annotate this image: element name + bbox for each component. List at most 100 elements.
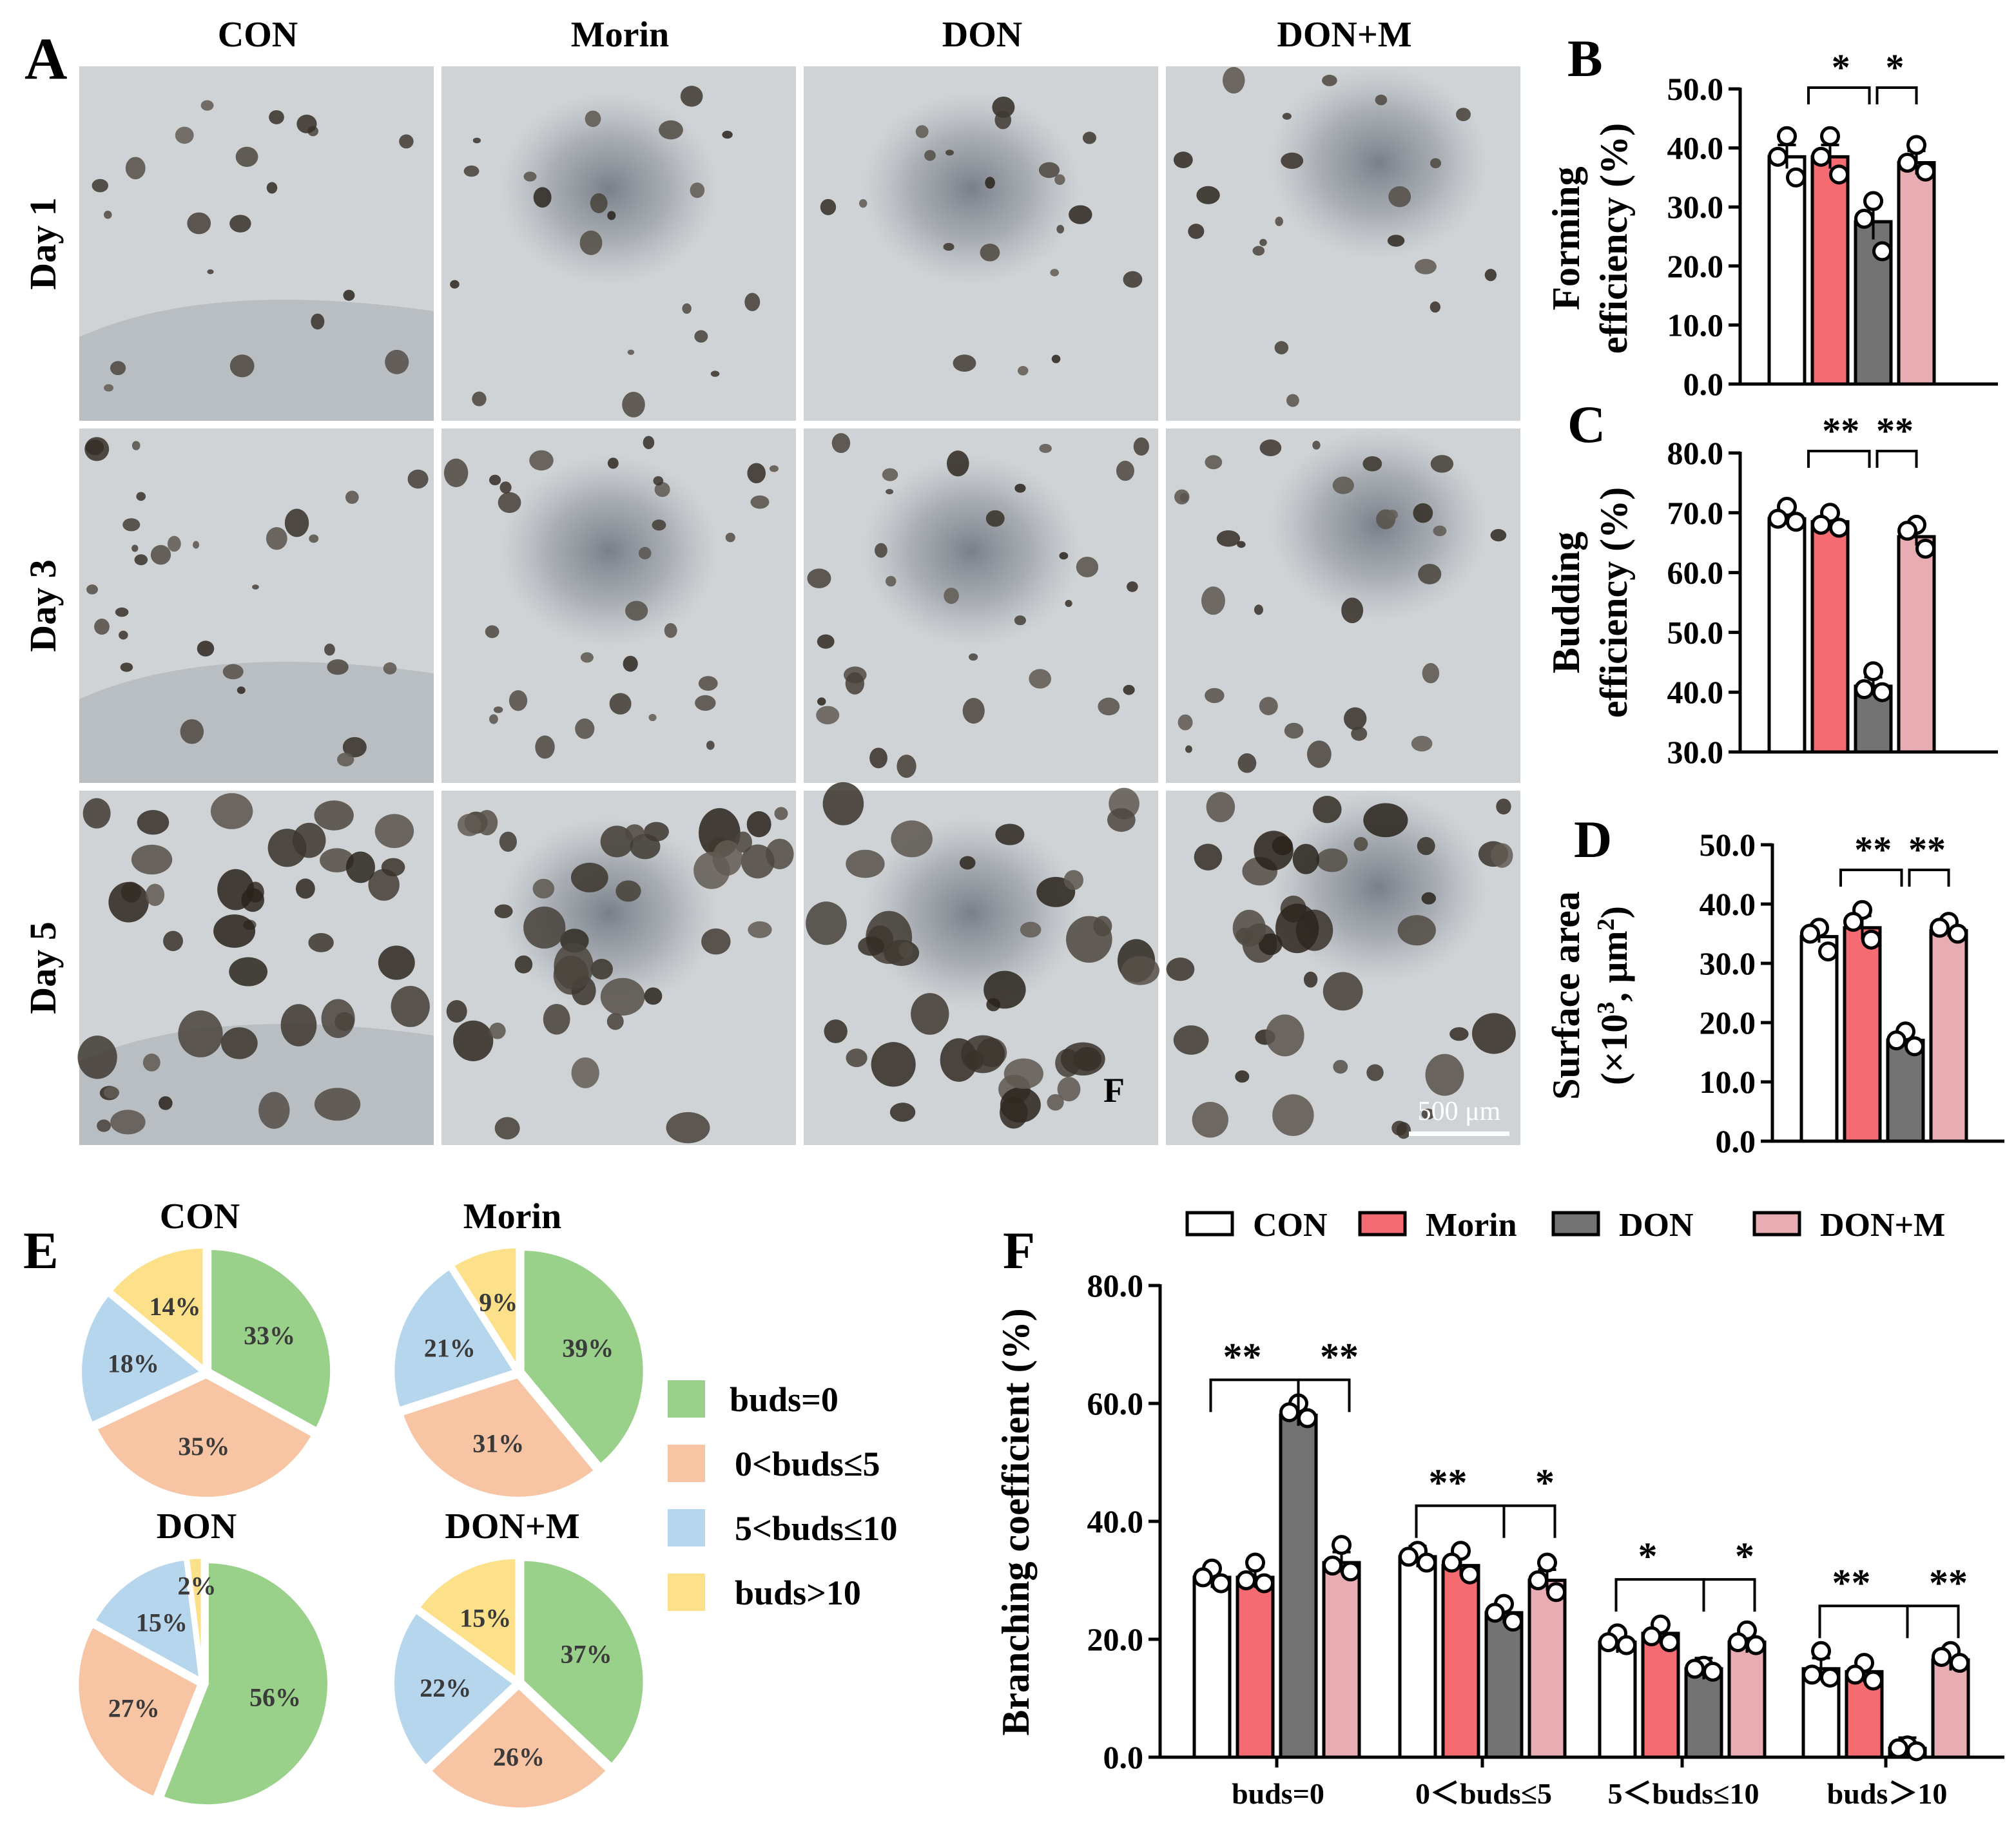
organoid-dot [463, 165, 480, 177]
data-point [1930, 918, 1950, 938]
organoid-dot [1456, 108, 1471, 122]
organoid-dot [1060, 1042, 1105, 1076]
organoid-dot [131, 544, 139, 552]
significance-bracket [1908, 869, 1950, 887]
organoid-dot [600, 978, 645, 1016]
organoid-dot [443, 458, 469, 488]
significance-label: ** [1854, 829, 1892, 871]
organoid-dot [309, 534, 319, 543]
organoid-dot [1038, 162, 1060, 178]
organoid-dot [175, 126, 194, 144]
pie-legend-swatch [668, 1445, 705, 1482]
organoid-dot [94, 619, 110, 635]
organoid-dot [1259, 697, 1278, 715]
pie-slice-5-buds-10 [391, 1608, 518, 1770]
data-point [1820, 1667, 1840, 1688]
pie-legend-label: 0<buds≤5 [735, 1445, 880, 1483]
organoid-dot [1014, 483, 1026, 493]
organoid-dot [314, 1088, 361, 1121]
organoid-dot [1491, 843, 1513, 868]
panel-a: A CON Morin DON DON+M Day 1 Day 3 Day 5 … [22, 15, 1520, 1145]
micrograph-dome [862, 454, 1081, 648]
significance-label: * [1638, 1535, 1658, 1577]
organoid-dot [220, 1027, 258, 1059]
data-point [1642, 1626, 1662, 1646]
organoid-dot [92, 178, 109, 193]
y-tick-label: 70.0 [1667, 495, 1724, 531]
organoid-dot [1323, 972, 1363, 1011]
pie-slice-buds-0 [520, 1246, 647, 1469]
organoid-dot [882, 468, 898, 481]
organoid-dot [489, 1023, 506, 1039]
data-point [1341, 1561, 1361, 1582]
organoid-dot [131, 441, 141, 450]
organoid-dot [1020, 921, 1042, 938]
significance-bracket [1614, 1578, 1705, 1612]
pie-title: CON [160, 1197, 240, 1237]
micrograph-con-day-5 [77, 791, 434, 1145]
organoid-dot [1282, 113, 1292, 120]
y-tick-label: 80.0 [1087, 1267, 1144, 1304]
organoid-dot [476, 809, 498, 836]
organoid-dot [1286, 394, 1299, 407]
organoid-dot [1430, 455, 1454, 473]
y-axis-title: (×103, μm2) [1593, 906, 1635, 1085]
organoid-dot [625, 601, 648, 621]
organoid-dot [1082, 131, 1096, 144]
bar-con [1192, 1575, 1232, 1759]
data-point [1245, 1552, 1265, 1573]
pie-slice-label: 21% [424, 1333, 476, 1362]
legend-item-don: DON [1551, 1207, 1694, 1244]
data-point [1768, 508, 1788, 529]
pie-slice-0-buds-5 [398, 1374, 599, 1501]
organoid-dot [1065, 599, 1072, 607]
organoid-dot [953, 354, 976, 372]
organoid-dot [324, 643, 335, 656]
data-point [1417, 1552, 1437, 1573]
data-point [1915, 161, 1935, 182]
organoid-dot [296, 114, 317, 133]
data-point [1811, 514, 1831, 535]
organoid-dot [1076, 556, 1099, 577]
y-axis-title: Branching coefficient (%) [994, 1308, 1037, 1735]
data-point [1503, 1612, 1523, 1632]
organoid-dot [1166, 957, 1195, 981]
data-point [1950, 1653, 1970, 1673]
organoid-dot [984, 970, 1026, 1009]
organoid-dot [654, 482, 670, 497]
legend-label: DON [1619, 1207, 1694, 1244]
data-point [1728, 1632, 1748, 1653]
y-axis-title: Forming [1545, 166, 1587, 310]
organoid-dot [1205, 455, 1223, 470]
y-tick-label: 40.0 [1087, 1503, 1144, 1539]
organoid-dot [1178, 714, 1193, 731]
organoid-dot [1107, 808, 1136, 832]
organoid-dot [1353, 836, 1368, 851]
data-point [1802, 1664, 1822, 1685]
data-point [1279, 1402, 1299, 1423]
legend-swatch [1752, 1211, 1801, 1237]
organoid-dot [653, 476, 664, 486]
data-point [1746, 1635, 1766, 1655]
y-tick-label: 40.0 [1700, 886, 1756, 922]
x-tick-label: buds=0 [1232, 1777, 1324, 1810]
organoid-dot [115, 607, 129, 617]
organoid-dot [269, 110, 284, 124]
organoid-dot [1185, 745, 1192, 753]
organoid-dot [1059, 552, 1069, 560]
bar-don-m [1527, 1579, 1567, 1759]
organoid-dot [77, 1035, 117, 1079]
organoid-dot [607, 458, 619, 469]
organoid-dot [1003, 1058, 1043, 1089]
y-tick-label: 60.0 [1667, 555, 1724, 591]
organoid-dot [748, 921, 772, 938]
organoid-dot [529, 450, 554, 471]
organoid-dot [627, 349, 635, 355]
bar-don [1684, 1667, 1723, 1759]
significance-label: * [1832, 46, 1850, 88]
organoid-dot [1275, 903, 1319, 954]
pie-slice-label: 18% [108, 1349, 159, 1378]
organoid-dot [643, 436, 655, 450]
bar-con [1767, 517, 1807, 754]
data-point [1829, 517, 1849, 538]
